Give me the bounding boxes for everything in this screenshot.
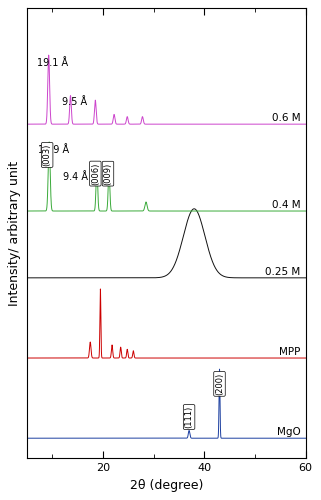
Text: 18.9 Å: 18.9 Å bbox=[38, 144, 69, 154]
Text: 0.4 M: 0.4 M bbox=[272, 200, 300, 209]
X-axis label: 2θ (degree): 2θ (degree) bbox=[130, 478, 203, 492]
Text: 19.1 Å: 19.1 Å bbox=[37, 58, 68, 68]
Text: 9.4 Å: 9.4 Å bbox=[63, 172, 88, 181]
Text: (003): (003) bbox=[43, 144, 52, 166]
Text: (111): (111) bbox=[185, 406, 194, 428]
Text: (009): (009) bbox=[103, 162, 112, 185]
Text: 0.25 M: 0.25 M bbox=[265, 266, 300, 276]
Y-axis label: Intensity/ arbitrary unit: Intensity/ arbitrary unit bbox=[8, 160, 21, 306]
Text: MPP: MPP bbox=[279, 346, 300, 356]
Text: (006): (006) bbox=[91, 162, 100, 185]
Text: 9.5 Å: 9.5 Å bbox=[62, 96, 88, 106]
Text: 0.6 M: 0.6 M bbox=[272, 113, 300, 123]
Text: (200): (200) bbox=[215, 372, 224, 395]
Text: MgO: MgO bbox=[277, 427, 300, 437]
